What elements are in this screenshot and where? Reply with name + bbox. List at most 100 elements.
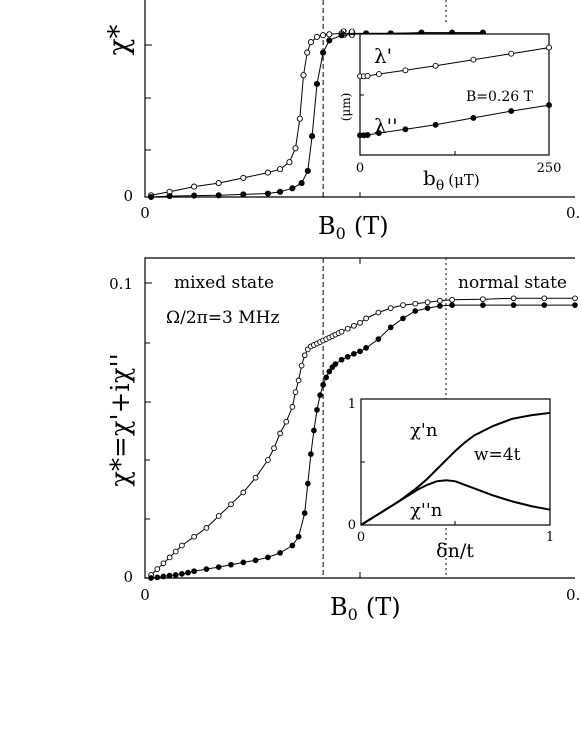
bottom-filled-point-34 (387, 324, 394, 331)
bottom-open-point-18 (295, 377, 302, 384)
bottom-filled-point-33 (375, 336, 382, 342)
bottom-inset-annotation: w=4t (474, 445, 521, 465)
bottom-open-point-1 (154, 566, 161, 572)
bottom-open-point-41 (424, 299, 431, 306)
top-inset-xlabel-sub: θ (436, 178, 444, 194)
bottom-open-point-34 (351, 322, 357, 329)
bottom-open-point-42 (437, 297, 443, 304)
bottom-filled-point-5 (179, 571, 185, 577)
top-inset-xlabel-unit: (μT) (448, 171, 479, 189)
top-filled-point-8 (298, 180, 305, 187)
bottom-filled-point-43 (572, 302, 578, 308)
bottom-filled-point-12 (252, 557, 259, 564)
bottom-filled-point-4 (172, 572, 179, 578)
bottom-filled-point-28 (338, 356, 345, 363)
bottom-xaxis-label-main: B (330, 593, 348, 621)
top-open-point-13 (313, 33, 321, 40)
bottom-open-point-12 (265, 457, 271, 463)
top-inset-lambda2-point-5 (432, 121, 439, 128)
bottom-filled-point-15 (289, 542, 296, 549)
top-inset-series-open (357, 44, 552, 80)
bottom-open-point-37 (375, 309, 382, 316)
bottom-filled-point-38 (437, 303, 443, 309)
bottom-series-open (148, 295, 578, 578)
bottom-open-point-38 (387, 305, 394, 311)
bottom-open-point-3 (166, 554, 173, 561)
bottom-filled-point-39 (449, 302, 455, 308)
top-open-point-6 (277, 166, 284, 173)
top-inset-lambda1-point-6 (470, 56, 477, 63)
bottom-xaxis-label: B0 (T) (330, 593, 401, 624)
top-inset-lambda1-point-4 (402, 67, 409, 74)
top-inset-xlabel-main: b (423, 166, 436, 190)
bottom-open-point-7 (203, 525, 210, 531)
bottom-filled-point-19 (308, 451, 314, 457)
top-filled-point-10 (309, 133, 316, 140)
top-filled-point-5 (264, 190, 271, 197)
top-filled-point-4 (240, 191, 247, 198)
bottom-open-point-46 (541, 295, 548, 302)
bottom-filled-point-29 (344, 353, 351, 360)
bottom-filled-point-35 (400, 315, 406, 322)
bottom-open-point-19 (298, 362, 305, 369)
bottom-panel: 0.1 0 0 0.7 B0(T) χ*=χ'+iχ'' mixed state… (106, 257, 581, 624)
bottom-ytick-label-01: 0.1 (109, 275, 133, 293)
bottom-filled-point-27 (332, 361, 339, 367)
bottom-filled-point-42 (541, 302, 548, 308)
top-filled-point-3 (215, 192, 222, 199)
top-xaxis-label-sub: 0 (336, 224, 346, 243)
bottom-xtick-label-0: 0 (140, 586, 150, 604)
top-open-point-7 (286, 159, 293, 166)
top-inset-ylabel: (μm) (339, 93, 353, 122)
bottom-filled-point-22 (317, 392, 323, 398)
bottom-filled-point-2 (160, 573, 167, 580)
bottom-open-point-32 (338, 328, 345, 335)
bottom-open-point-33 (344, 325, 351, 332)
top-open-point-2 (191, 183, 198, 190)
top-filled-point-1 (166, 193, 173, 200)
bottom-filled-point-18 (304, 480, 311, 487)
top-open-point-11 (304, 49, 311, 56)
bottom-open-point-17 (292, 389, 299, 395)
bottom-open-point-20 (301, 352, 308, 359)
bottom-filled-point-7 (191, 568, 197, 575)
top-inset-lambda2-point-3 (375, 130, 382, 137)
bottom-filled-point-36 (412, 308, 419, 314)
bottom-inset-chi-imag-line (360, 479, 551, 526)
top-filled-point-2 (191, 192, 198, 199)
bottom-filled-point-37 (424, 305, 431, 311)
top-inset-xtick-0: 0 (356, 161, 364, 176)
top-xtick-label-1: 0.7 (566, 204, 581, 222)
bottom-filled-point-25 (326, 368, 333, 375)
top-inset: 80 0 250 (μm) bθ (μT) λ' λ'' B=0.26 T (339, 27, 561, 194)
top-filled-point-14 (338, 32, 345, 39)
top-xaxis-label-main: B (318, 212, 336, 240)
bottom-ytick-label-0: 0 (123, 568, 133, 586)
top-inset-lambda2-point-8 (546, 102, 552, 109)
top-inset-xtick-250: 250 (537, 161, 562, 176)
top-open-point-3 (215, 180, 222, 187)
bottom-open-point-15 (283, 418, 290, 425)
top-filled-point-12 (320, 49, 327, 56)
bottom-filled-point-9 (215, 564, 222, 570)
top-yaxis-label: χ* (102, 25, 135, 56)
bottom-open-point-6 (191, 533, 197, 540)
bottom-filled-point-0 (148, 575, 154, 581)
frequency-label: Ω/2π=3 MHz (166, 308, 280, 328)
bottom-open-point-11 (252, 474, 259, 481)
bottom-open-point-36 (363, 315, 369, 322)
bottom-open-point-43 (449, 296, 455, 303)
top-inset-lambda2-point-2 (364, 132, 371, 138)
bottom-open-point-5 (179, 542, 185, 549)
bottom-inset-xtick-0: 0 (357, 530, 365, 545)
bottom-filled-point-16 (295, 533, 302, 540)
bottom-filled-point-17 (301, 510, 308, 516)
bottom-open-point-4 (172, 548, 179, 555)
bottom-open-point-14 (277, 430, 283, 437)
top-inset-lambda2-point-6 (470, 114, 477, 121)
top-filled-point-7 (289, 185, 296, 192)
bottom-filled-point-41 (510, 302, 517, 308)
bottom-inset-series-label-chi1: χ'n (410, 420, 438, 441)
top-inset-series-filled (357, 102, 552, 139)
